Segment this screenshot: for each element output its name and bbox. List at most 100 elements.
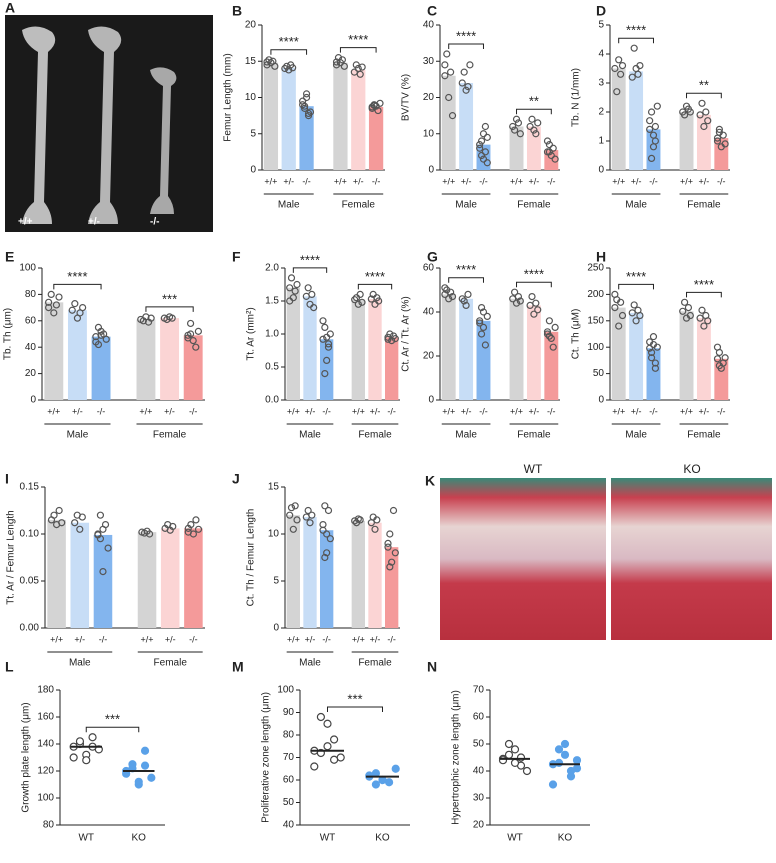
data-point <box>374 106 382 115</box>
significance-bracket <box>85 726 140 733</box>
data-point <box>308 511 316 519</box>
x-tick-label: +/- <box>305 634 316 644</box>
data-point <box>140 761 150 770</box>
data-point <box>516 297 524 305</box>
data-point <box>445 295 453 303</box>
y-tick-label: 2 <box>598 107 604 118</box>
data-point <box>370 101 378 110</box>
y-tick-label: 20 <box>245 20 257 31</box>
group-label: Male <box>455 430 477 441</box>
data-point <box>310 762 319 771</box>
data-point <box>50 511 58 519</box>
data-point <box>543 330 552 338</box>
data-point <box>651 122 659 131</box>
x-tick-label: +/+ <box>612 176 625 186</box>
y-tick-label: 60 <box>423 263 435 274</box>
bar <box>459 83 474 170</box>
x-tick-label: -/- <box>479 406 488 416</box>
y-axis-label: Tb. Th (μm) <box>3 308 14 360</box>
data-point <box>319 317 327 325</box>
y-tick-label: 180 <box>37 685 54 696</box>
data-point <box>618 311 627 320</box>
data-point <box>443 50 451 58</box>
group-label: Male <box>299 430 321 441</box>
bar <box>526 126 541 170</box>
x-tick-label: +/+ <box>47 406 60 416</box>
data-point <box>686 311 694 320</box>
bar <box>44 302 64 400</box>
data-point <box>510 745 520 754</box>
data-point <box>560 739 570 749</box>
group-label: Female <box>358 658 392 669</box>
data-point <box>47 290 55 298</box>
data-point <box>186 330 195 338</box>
data-point <box>350 68 358 76</box>
data-point <box>611 304 619 312</box>
data-point <box>498 756 508 765</box>
y-tick-label: 0 <box>250 165 256 176</box>
y-tick-label: 0.5 <box>265 362 279 373</box>
y-axis-label: Proliferative zone length (μm) <box>261 692 272 823</box>
data-point <box>462 86 470 94</box>
data-point <box>286 511 294 519</box>
data-point <box>82 756 91 765</box>
data-point <box>338 56 346 64</box>
x-tick-label: +/+ <box>139 406 152 416</box>
y-axis-label: Ct. Th (μM) <box>571 309 582 360</box>
panel-label: B <box>232 3 242 19</box>
bar <box>441 294 456 400</box>
data-point <box>376 99 384 107</box>
data-point <box>304 284 312 292</box>
bar <box>183 335 203 400</box>
data-point <box>336 753 345 762</box>
data-point <box>94 323 103 331</box>
bar <box>281 67 296 170</box>
data-point <box>194 327 202 335</box>
data-point <box>647 108 656 116</box>
x-tick-label: +/- <box>72 406 83 416</box>
y-tick-label: 0.0 <box>265 395 279 406</box>
y-tick-label: 0 <box>273 623 279 634</box>
x-tick-label: +/+ <box>442 406 455 416</box>
x-tick-label: KO <box>558 833 573 844</box>
x-tick-label: +/- <box>353 176 364 186</box>
group-label: Male <box>299 658 321 669</box>
data-point <box>702 108 710 116</box>
data-point <box>636 311 644 320</box>
panel-k: K WT KO <box>425 462 772 640</box>
data-point <box>721 354 729 362</box>
y-tick-label: 100 <box>37 793 54 804</box>
data-point <box>651 364 659 372</box>
data-point <box>365 771 374 780</box>
x-tick-label: +/- <box>699 176 710 186</box>
data-point <box>479 155 488 163</box>
y-tick-label: 1.5 <box>265 296 279 307</box>
y-tick-label: 20 <box>473 820 485 831</box>
panel-a: A +/+ +/- -/- <box>5 0 213 232</box>
data-point <box>368 103 376 111</box>
data-point <box>286 284 294 292</box>
data-point <box>291 502 299 510</box>
data-point <box>308 290 316 298</box>
group-label: Male <box>69 658 91 669</box>
group-label: Female <box>342 200 376 211</box>
bar <box>263 62 279 171</box>
data-point <box>696 314 704 322</box>
data-point <box>55 293 63 301</box>
y-tick-label: 4 <box>598 49 604 60</box>
data-point <box>509 122 517 131</box>
data-point <box>321 553 329 562</box>
x-tick-label: +/+ <box>680 176 693 186</box>
data-point <box>330 755 339 764</box>
bar <box>320 530 334 628</box>
group-label: Male <box>625 430 647 441</box>
panel-label: M <box>232 659 244 675</box>
group-label: Male <box>625 200 647 211</box>
y-tick-label: 15 <box>268 482 280 493</box>
bar <box>351 520 365 628</box>
data-point <box>386 563 394 571</box>
data-point <box>448 293 457 301</box>
x-tick-label: +/- <box>461 176 472 186</box>
data-point <box>78 513 86 521</box>
data-point <box>460 68 468 76</box>
